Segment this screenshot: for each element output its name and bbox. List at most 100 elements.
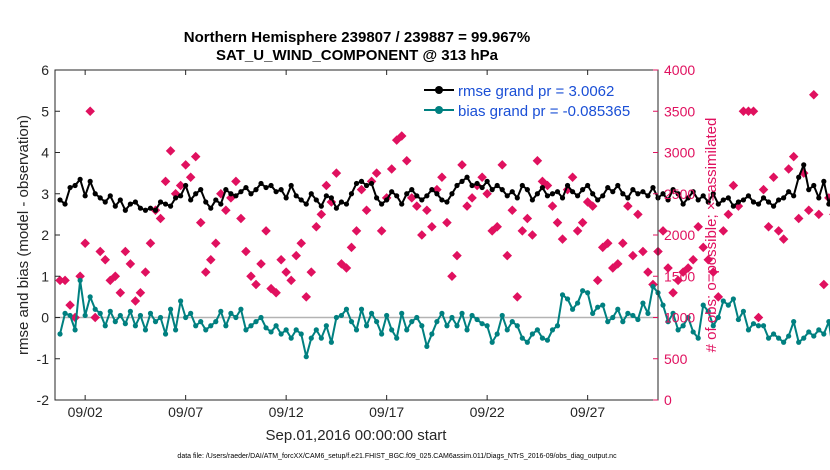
bias-point bbox=[806, 329, 812, 335]
rmse-point bbox=[776, 197, 782, 203]
possible-obs-series bbox=[55, 89, 830, 323]
rmse-point bbox=[203, 199, 209, 205]
possible-obs-point bbox=[628, 250, 638, 261]
y-axis-left-label: rmse and bias (model - observation) bbox=[15, 115, 32, 355]
rmse-point bbox=[796, 174, 802, 180]
rmse-point bbox=[298, 197, 304, 203]
bias-point bbox=[82, 312, 88, 319]
possible-obs-point bbox=[763, 221, 774, 232]
possible-obs-point bbox=[638, 246, 648, 257]
bias-point bbox=[203, 327, 209, 333]
bias-point bbox=[258, 314, 264, 321]
rmse-point bbox=[715, 201, 721, 207]
rmse-point bbox=[529, 197, 535, 203]
possible-obs-point bbox=[477, 172, 487, 183]
rmse-point bbox=[363, 182, 370, 189]
rmse-point bbox=[183, 182, 189, 189]
possible-obs-point bbox=[301, 292, 312, 302]
bias-point bbox=[620, 319, 626, 325]
y-right-tick-label: 3000 bbox=[664, 145, 695, 161]
bias-point bbox=[198, 319, 204, 325]
rmse-point bbox=[454, 182, 460, 189]
rmse-point bbox=[675, 191, 681, 197]
possible-obs-point bbox=[527, 230, 538, 240]
bias-point bbox=[298, 331, 304, 337]
bias-point bbox=[363, 323, 370, 329]
rmse-point bbox=[745, 193, 752, 199]
bias-point bbox=[690, 329, 696, 335]
bias-point bbox=[765, 335, 772, 341]
bias-point bbox=[821, 331, 827, 337]
possible-obs-point bbox=[125, 259, 136, 269]
bias-point bbox=[640, 300, 646, 306]
possible-obs-point bbox=[195, 217, 206, 228]
possible-obs-point bbox=[256, 259, 266, 269]
possible-obs-point bbox=[442, 217, 452, 228]
rmse-point bbox=[77, 176, 83, 182]
bias-point bbox=[162, 331, 169, 337]
possible-obs-point bbox=[130, 296, 141, 306]
rmse-point bbox=[680, 201, 686, 207]
bias-point bbox=[62, 310, 68, 316]
bias-point bbox=[67, 312, 73, 319]
bias-point bbox=[137, 312, 144, 319]
bias-point bbox=[760, 323, 767, 329]
rmse-point bbox=[188, 197, 194, 203]
rmse-point bbox=[685, 195, 691, 201]
rmse-point bbox=[157, 199, 164, 205]
possible-obs-point bbox=[602, 238, 613, 249]
bias-point bbox=[117, 312, 123, 319]
rmse-point bbox=[499, 187, 505, 193]
possible-obs-point bbox=[396, 131, 407, 141]
possible-obs-point bbox=[783, 164, 794, 174]
bias-point bbox=[811, 333, 817, 339]
possible-obs-point bbox=[437, 172, 447, 183]
bias-point bbox=[358, 306, 365, 312]
rmse-point bbox=[72, 182, 78, 189]
y-right-tick-label: 2000 bbox=[664, 227, 695, 243]
bias-point bbox=[147, 310, 154, 316]
rmse-point bbox=[700, 193, 706, 199]
bias-point bbox=[57, 331, 63, 337]
possible-obs-point bbox=[713, 292, 724, 302]
rmse-point bbox=[333, 205, 339, 211]
bias-point bbox=[87, 294, 93, 300]
rmse-point bbox=[444, 199, 450, 205]
rmse-point bbox=[816, 195, 822, 201]
y-axis-left-ticks: -2 -1 0 1 2 3 4 5 6 bbox=[37, 62, 60, 408]
bias-point bbox=[112, 319, 118, 325]
bias-point bbox=[399, 310, 405, 316]
bias-point bbox=[167, 306, 174, 312]
rmse-point bbox=[670, 187, 676, 193]
rmse-point bbox=[690, 189, 696, 195]
possible-obs-point bbox=[80, 238, 90, 249]
possible-obs-point bbox=[487, 226, 497, 236]
possible-obs-point bbox=[341, 263, 352, 273]
possible-obs-point bbox=[266, 283, 276, 294]
rmse-point bbox=[248, 191, 254, 197]
bias-point bbox=[575, 300, 581, 306]
bias-point bbox=[670, 310, 676, 316]
rmse-point bbox=[404, 191, 410, 197]
bias-point bbox=[474, 316, 480, 323]
bias-point bbox=[750, 321, 757, 327]
y-right-tick-label: 1500 bbox=[664, 268, 695, 284]
rmse-point bbox=[323, 193, 329, 199]
rmse-point bbox=[469, 182, 475, 189]
rmse-point bbox=[399, 201, 405, 207]
bias-point bbox=[414, 314, 420, 321]
bias-point bbox=[419, 323, 425, 329]
x-tick-label: 09/02 bbox=[68, 404, 103, 420]
rmse-point bbox=[806, 187, 812, 193]
possible-obs-point bbox=[708, 267, 719, 277]
bias-point bbox=[605, 319, 611, 325]
possible-obs-point bbox=[351, 226, 362, 236]
bias-point bbox=[610, 314, 616, 321]
bias-point bbox=[223, 323, 229, 329]
possible-obs-point bbox=[276, 254, 286, 265]
possible-obs-point bbox=[773, 226, 784, 236]
rmse-point bbox=[760, 195, 767, 201]
possible-obs-point bbox=[206, 254, 216, 265]
possible-obs-point bbox=[306, 267, 317, 277]
